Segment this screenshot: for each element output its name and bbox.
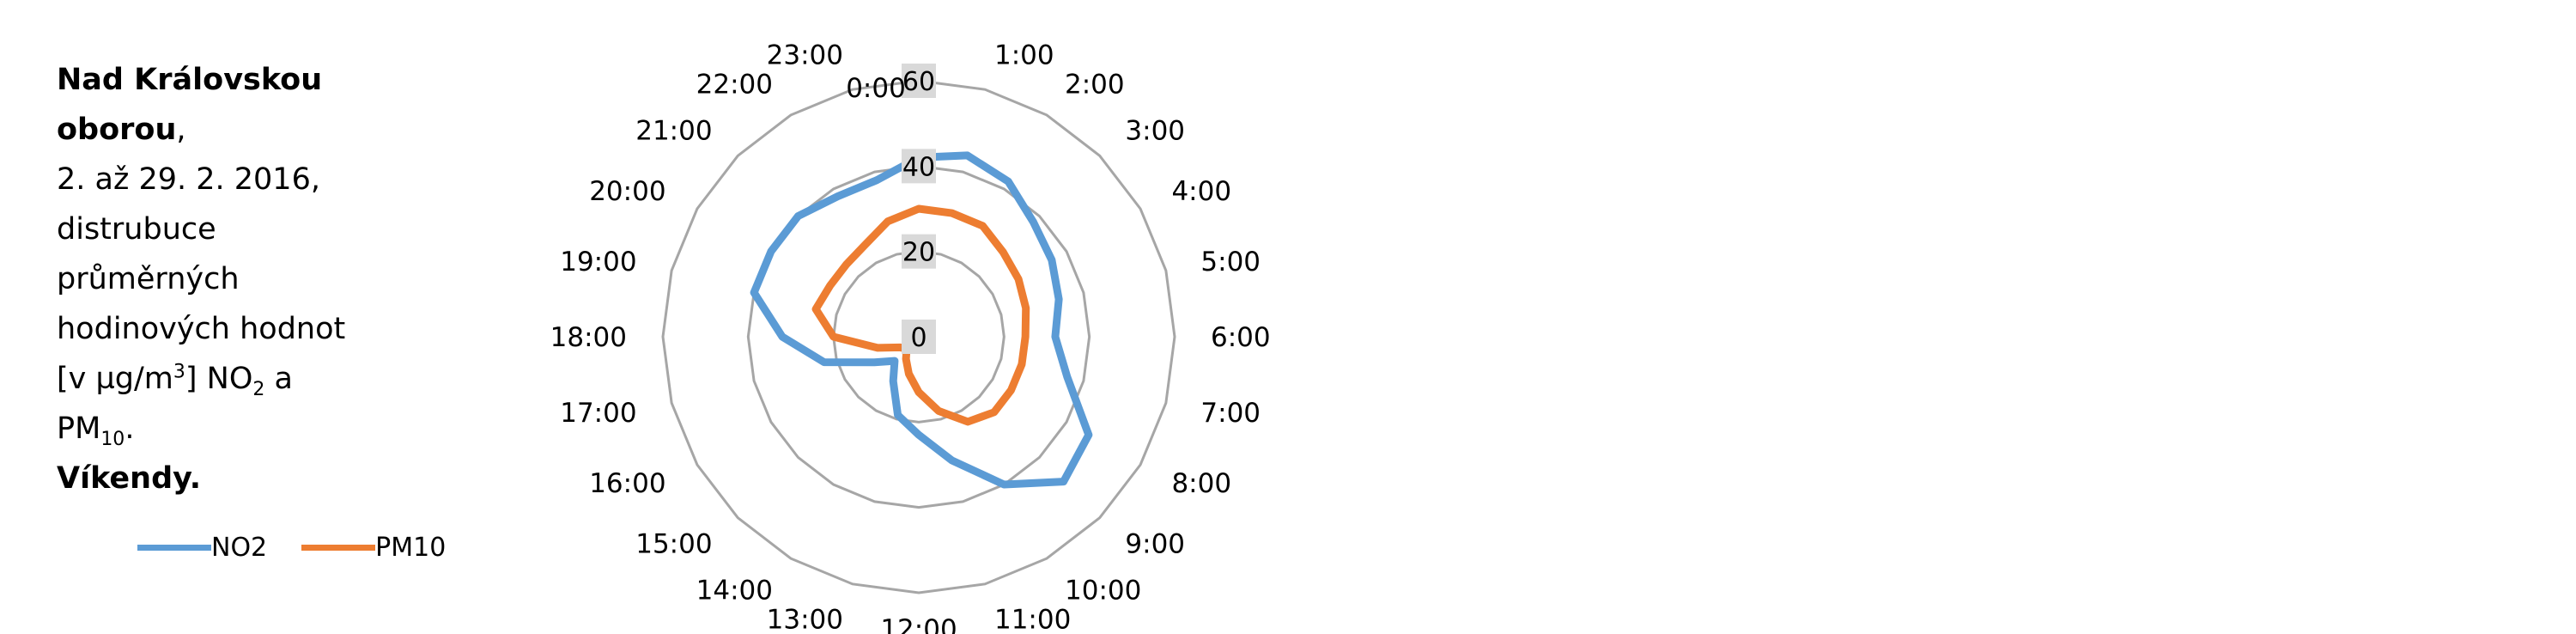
category-label-18-00: 18:00 bbox=[550, 322, 627, 353]
category-label-9-00: 9:00 bbox=[1125, 528, 1185, 559]
caption-units: [v µg/m3] NO2 a bbox=[57, 361, 293, 400]
category-label-2-00: 2:00 bbox=[1065, 70, 1125, 101]
category-label-3-00: 3:00 bbox=[1125, 116, 1185, 147]
grid-ring-60 bbox=[661, 79, 1176, 594]
caption-period: 2. až 29. 2. 2016, bbox=[57, 162, 320, 197]
rtick-label-0: 0 bbox=[910, 323, 927, 353]
category-label-17-00: 17:00 bbox=[560, 398, 636, 429]
caption-desc-2: průměrných bbox=[57, 262, 240, 296]
category-label-12-00: 12:00 bbox=[880, 614, 957, 634]
category-label-13-00: 13:00 bbox=[767, 604, 843, 634]
category-label-23-00: 23:00 bbox=[767, 40, 843, 71]
caption-pm: PM10. bbox=[57, 411, 135, 450]
category-label-11-00: 11:00 bbox=[994, 604, 1071, 634]
category-label-1-00: 1:00 bbox=[994, 40, 1054, 71]
radar-series bbox=[750, 151, 1093, 489]
category-label-16-00: 16:00 bbox=[589, 468, 665, 499]
legend-item-pm10: PM10 bbox=[301, 533, 446, 563]
legend-item-no2: NO2 bbox=[137, 533, 267, 563]
category-label-14-00: 14:00 bbox=[696, 575, 773, 606]
radial-ticks: 0 20 40 60 bbox=[902, 64, 936, 354]
caption-weekend: Víkendy. bbox=[57, 461, 202, 496]
rtick-bg-60 bbox=[902, 64, 936, 98]
category-label-21-00: 21:00 bbox=[635, 116, 712, 147]
chart-legend: NO2 PM10 bbox=[137, 533, 480, 563]
category-label-7-00: 7:00 bbox=[1200, 398, 1261, 429]
rtick-bg-40 bbox=[902, 149, 936, 184]
rtick-label-40: 40 bbox=[902, 152, 935, 182]
rtick-label-20: 20 bbox=[902, 238, 935, 268]
category-label-15-00: 15:00 bbox=[635, 528, 712, 559]
caption-site: Nad Královskou bbox=[57, 63, 323, 97]
category-label-6-00: 6:00 bbox=[1211, 322, 1271, 353]
category-label-10-00: 10:00 bbox=[1065, 575, 1141, 606]
caption-desc-1: distrubuce bbox=[57, 212, 216, 247]
category-label-19-00: 19:00 bbox=[560, 247, 636, 277]
legend-label-no2: NO2 bbox=[211, 533, 268, 563]
series-line-pm10 bbox=[811, 204, 1030, 426]
legend-label-pm10: PM10 bbox=[375, 533, 447, 563]
rtick-bg-0 bbox=[902, 320, 936, 354]
grid-ring-20 bbox=[832, 250, 1005, 424]
caption-desc-3: hodinových hodnot bbox=[57, 312, 346, 346]
category-label-22-00: 22:00 bbox=[696, 70, 773, 101]
rtick-label-60: 60 bbox=[902, 67, 935, 97]
category-label-20-00: 20:00 bbox=[589, 176, 665, 207]
rtick-bg-20 bbox=[902, 234, 936, 269]
caption-site-2: oborou bbox=[57, 113, 177, 147]
category-labels: 0:00 1:00 2:003:00 4:00 5:00 6:00 7:00 8:00 9:00… bbox=[550, 40, 1271, 634]
category-label-4-00: 4:00 bbox=[1171, 176, 1231, 207]
legend-swatch-no2 bbox=[137, 545, 211, 551]
chart-caption: Nad Královskou oborou, 2. až 29. 2. 2016… bbox=[57, 55, 417, 503]
series-line-no2 bbox=[750, 151, 1093, 489]
category-label-8-00: 8:00 bbox=[1171, 468, 1231, 499]
category-label-0-00: 0:00 bbox=[846, 73, 906, 104]
category-label-5-00: 5:00 bbox=[1200, 247, 1261, 277]
legend-swatch-pm10 bbox=[301, 545, 376, 551]
